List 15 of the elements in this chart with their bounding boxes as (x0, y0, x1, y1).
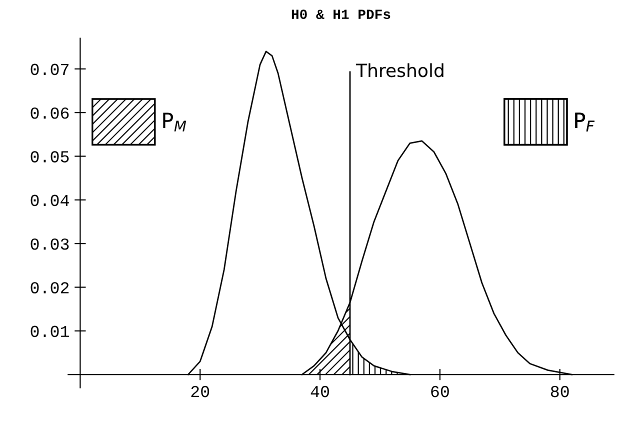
x-tick-label: 20 (191, 386, 210, 398)
legend-label: P$_{M}$ (163, 112, 186, 132)
legend-label: P$_{F}$ (575, 112, 594, 132)
y-tick-label: 0.05 (30, 151, 69, 162)
y-tick-label: 0.01 (30, 326, 69, 338)
x-tick-label: 40 (310, 386, 329, 398)
y-tick-label: 0.03 (30, 238, 69, 250)
x-tick-label: 60 (431, 386, 449, 398)
y-tick-label: 0.02 (30, 282, 69, 294)
y-tick-label: 0.04 (30, 194, 69, 206)
x-tick-label: 80 (550, 386, 569, 398)
chart-title: H0 & H1 PDFs (292, 10, 390, 20)
y-tick-label: 0.07 (30, 64, 68, 76)
y-tick-label: 0.06 (30, 107, 69, 119)
ref-line-label: Threshold (356, 63, 444, 78)
